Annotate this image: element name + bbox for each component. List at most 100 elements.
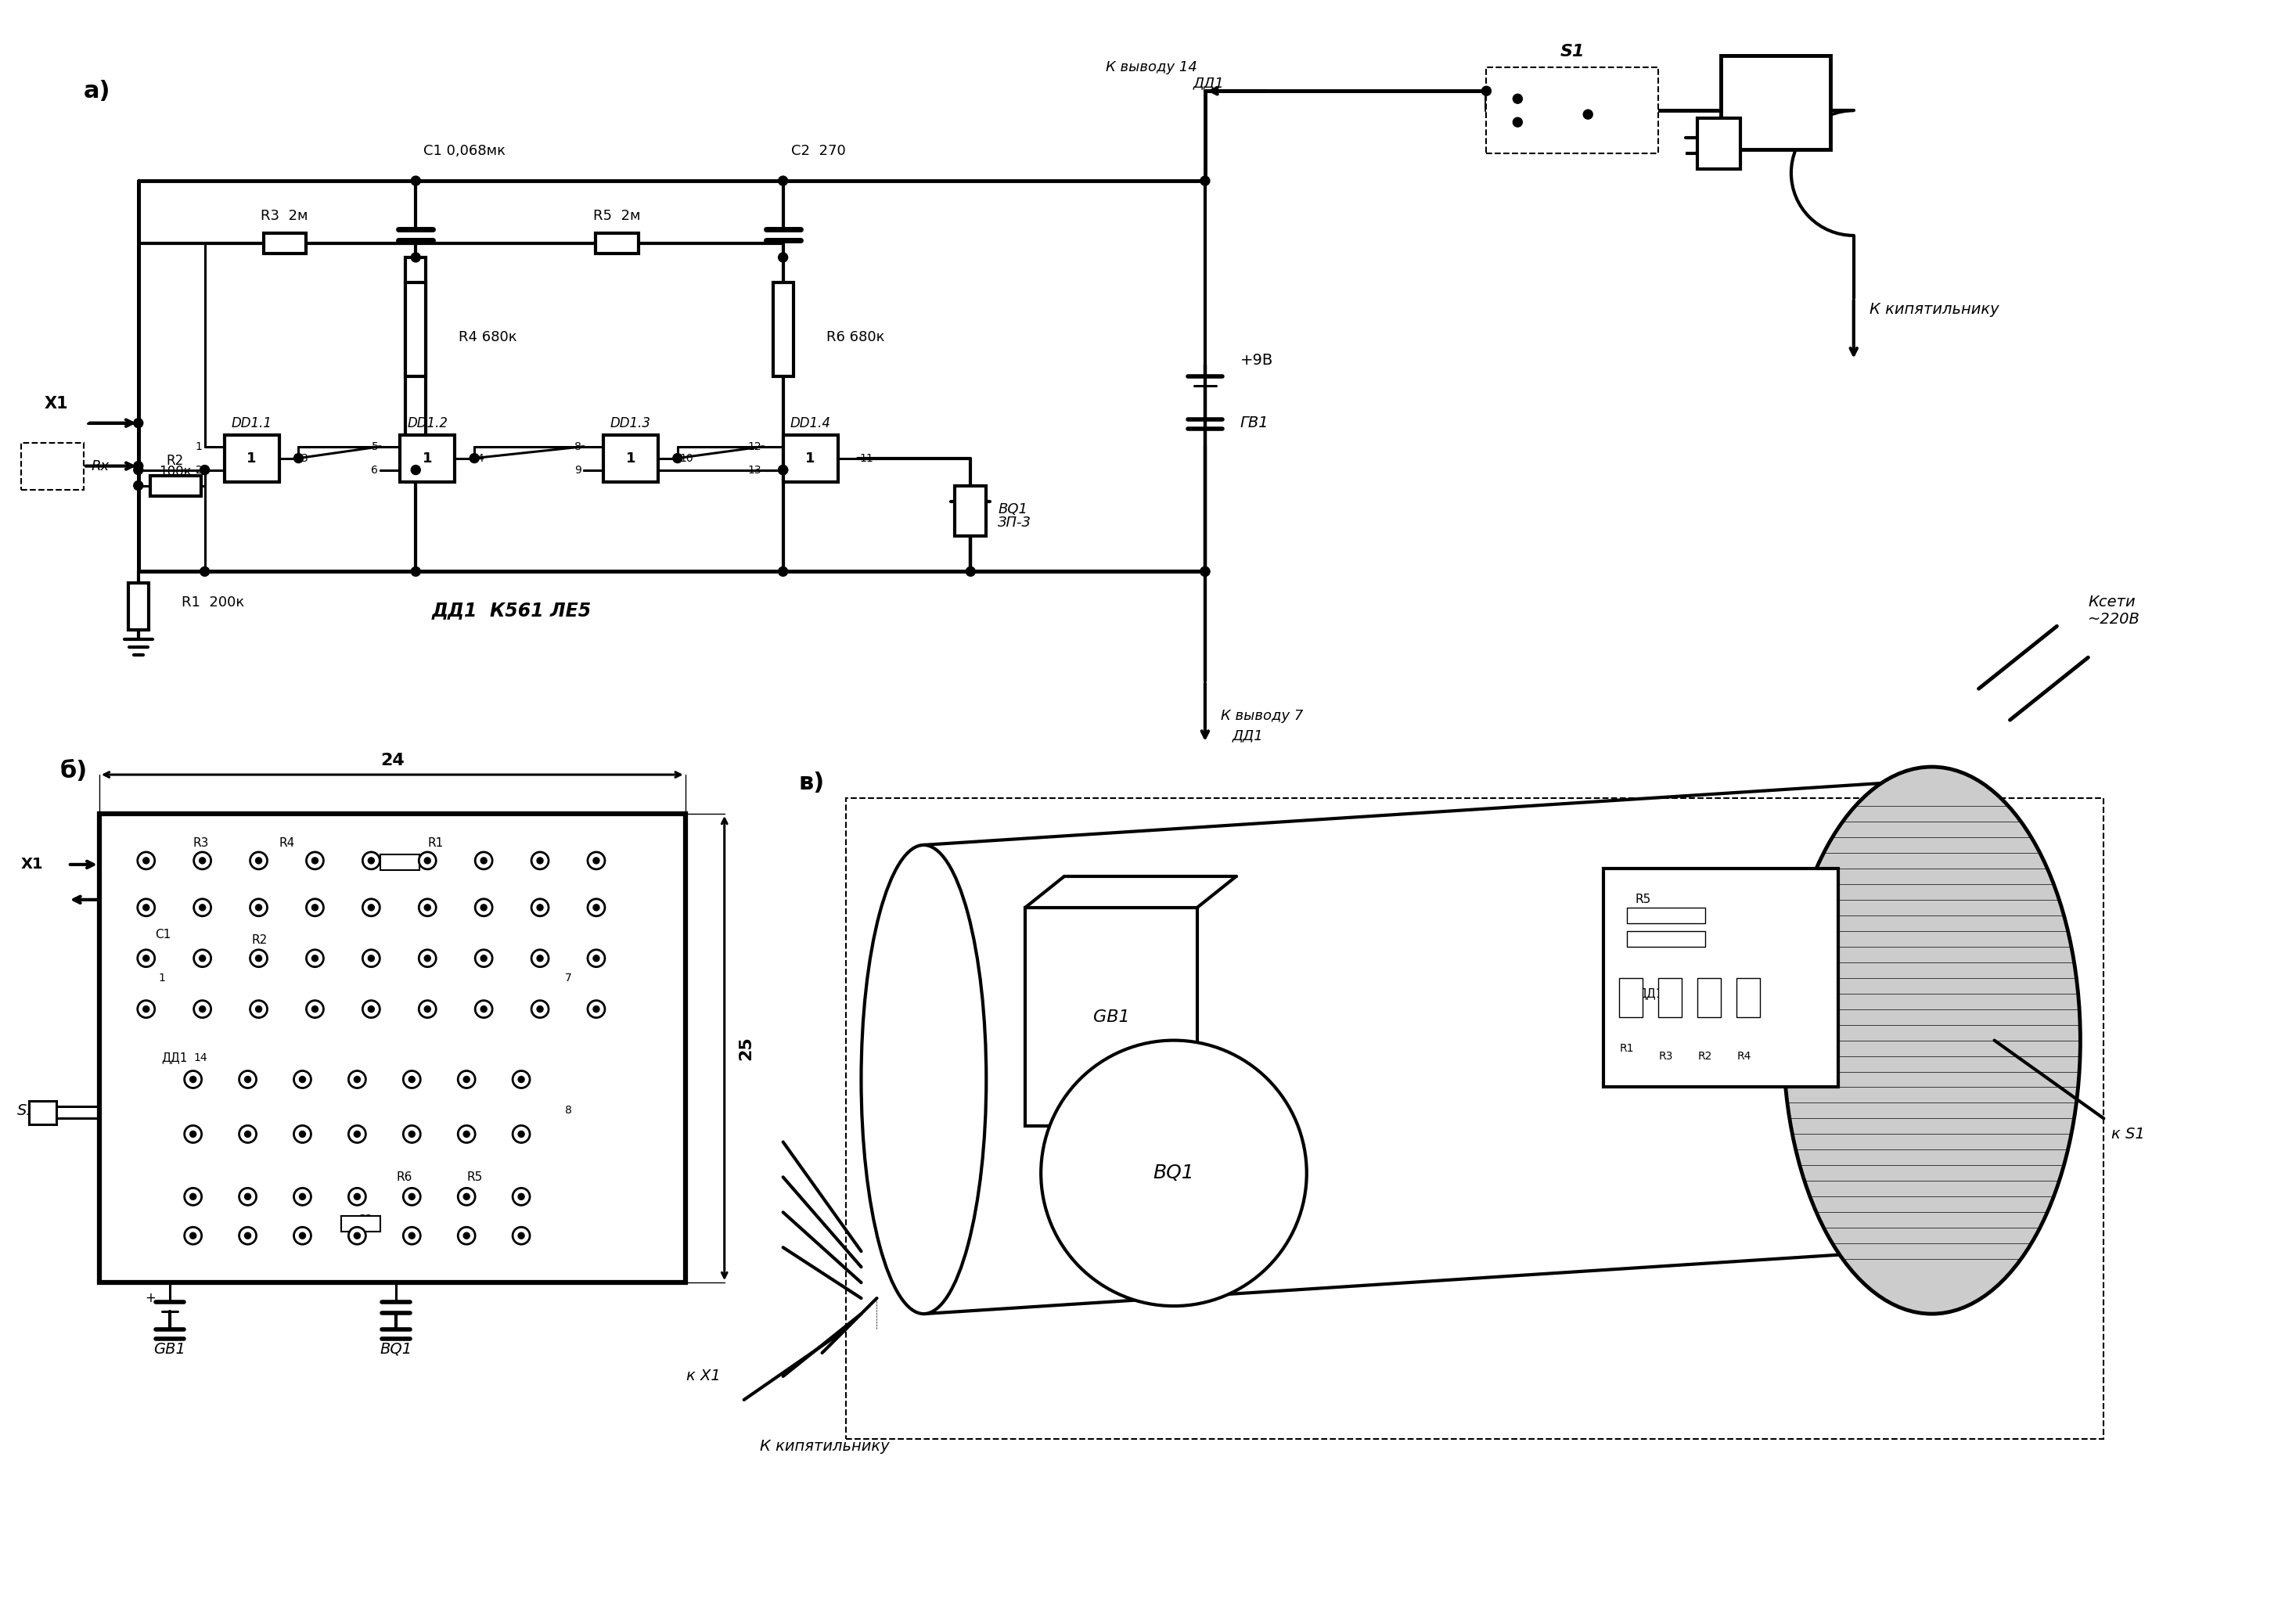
Circle shape <box>588 1000 604 1017</box>
Text: ДД1: ДД1 <box>161 1052 188 1064</box>
Circle shape <box>425 955 432 961</box>
Bar <box>774 283 792 377</box>
Circle shape <box>138 899 154 917</box>
Bar <box>21 442 83 489</box>
Text: к S1: к S1 <box>2112 1126 2144 1142</box>
Bar <box>129 583 149 631</box>
Text: R2: R2 <box>253 934 266 945</box>
Circle shape <box>519 1076 523 1083</box>
Circle shape <box>411 465 420 474</box>
Circle shape <box>475 853 491 869</box>
Circle shape <box>404 1188 420 1206</box>
Text: X1: X1 <box>21 858 44 872</box>
Text: ГВ1: ГВ1 <box>1240 415 1270 431</box>
Circle shape <box>354 1131 360 1137</box>
Circle shape <box>305 950 324 966</box>
Circle shape <box>778 465 788 474</box>
Text: BQ1: BQ1 <box>381 1341 413 1356</box>
Circle shape <box>200 858 207 864</box>
Circle shape <box>191 1076 195 1083</box>
Circle shape <box>312 955 319 961</box>
Circle shape <box>250 1000 266 1017</box>
Text: 4: 4 <box>478 452 484 463</box>
Circle shape <box>673 454 682 463</box>
Circle shape <box>778 252 788 262</box>
Circle shape <box>409 1193 416 1199</box>
Text: R3  2м: R3 2м <box>262 209 308 224</box>
Bar <box>955 485 987 537</box>
Circle shape <box>255 955 262 961</box>
Text: 25: 25 <box>739 1036 753 1060</box>
Text: 3: 3 <box>301 452 308 463</box>
Circle shape <box>349 1072 365 1088</box>
Circle shape <box>184 1226 202 1244</box>
Text: 10: 10 <box>680 452 693 463</box>
Circle shape <box>425 1006 432 1012</box>
Circle shape <box>191 1131 195 1137</box>
Text: ВQ1: ВQ1 <box>1153 1164 1194 1182</box>
Text: C1: C1 <box>156 929 172 941</box>
Circle shape <box>411 176 420 185</box>
Circle shape <box>464 1076 471 1083</box>
Text: 1: 1 <box>158 973 165 984</box>
Circle shape <box>418 853 436 869</box>
Circle shape <box>255 858 262 864</box>
Bar <box>381 854 420 870</box>
Text: К выводу 14: К выводу 14 <box>1107 61 1196 75</box>
Circle shape <box>537 904 544 910</box>
Text: C1 0,068мк: C1 0,068мк <box>422 144 505 158</box>
Circle shape <box>480 904 487 910</box>
Circle shape <box>530 1000 549 1017</box>
Circle shape <box>418 1000 436 1017</box>
Circle shape <box>464 1193 471 1199</box>
Circle shape <box>367 904 374 910</box>
Bar <box>406 257 427 447</box>
Circle shape <box>133 462 142 471</box>
Circle shape <box>133 465 142 474</box>
Bar <box>342 1217 381 1231</box>
Text: R3: R3 <box>1660 1051 1674 1062</box>
Text: R3: R3 <box>193 837 209 850</box>
Bar <box>400 434 455 482</box>
Circle shape <box>354 1076 360 1083</box>
Circle shape <box>475 899 491 917</box>
Circle shape <box>512 1226 530 1244</box>
Text: GB1: GB1 <box>1093 1009 1130 1025</box>
Circle shape <box>778 176 788 185</box>
Text: R5: R5 <box>466 1171 482 1183</box>
Circle shape <box>354 1193 360 1199</box>
Circle shape <box>519 1193 523 1199</box>
Circle shape <box>425 904 432 910</box>
Text: 1: 1 <box>195 441 202 452</box>
Circle shape <box>312 904 319 910</box>
Text: К кипятильнику: К кипятильнику <box>1869 302 2000 318</box>
Circle shape <box>294 1226 310 1244</box>
Circle shape <box>250 950 266 966</box>
Text: Rx: Rx <box>92 458 110 473</box>
Text: 7: 7 <box>565 973 572 984</box>
Text: R5: R5 <box>1635 894 1651 905</box>
Text: 13: 13 <box>748 465 762 476</box>
Circle shape <box>200 567 209 577</box>
Circle shape <box>349 1226 365 1244</box>
Text: ДД1  К561 ЛЕ5: ДД1 К561 ЛЕ5 <box>432 600 590 620</box>
Circle shape <box>349 1126 365 1143</box>
Circle shape <box>1513 118 1522 126</box>
Circle shape <box>294 1072 310 1088</box>
Bar <box>595 233 638 254</box>
Circle shape <box>298 1131 305 1137</box>
Circle shape <box>312 858 319 864</box>
Circle shape <box>305 899 324 917</box>
Bar <box>1619 977 1642 1017</box>
Circle shape <box>239 1188 257 1206</box>
Circle shape <box>200 904 207 910</box>
Circle shape <box>312 1006 319 1012</box>
Text: Ксети
~220В: Ксети ~220В <box>2087 594 2140 626</box>
Circle shape <box>298 1076 305 1083</box>
Text: DD1.4: DD1.4 <box>790 415 831 430</box>
Text: C2  270: C2 270 <box>790 144 845 158</box>
Text: в): в) <box>799 771 824 794</box>
Circle shape <box>512 1126 530 1143</box>
Text: 6: 6 <box>372 465 379 476</box>
Circle shape <box>200 465 209 474</box>
